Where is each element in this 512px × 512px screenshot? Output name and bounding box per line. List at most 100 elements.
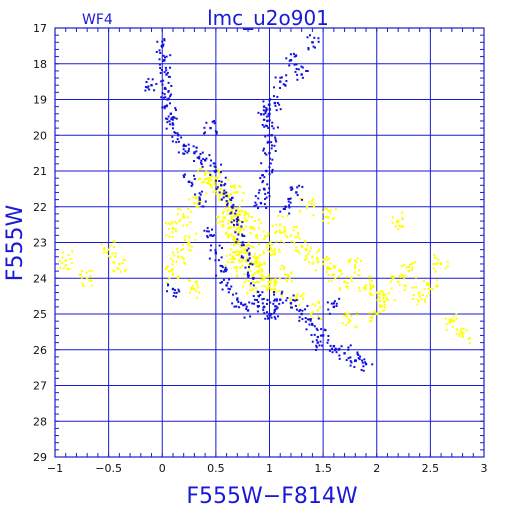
blue-point [262,109,265,112]
yellow-point [330,279,333,282]
yellow-point [446,261,449,264]
yellow-point [398,283,401,286]
yellow-point [282,242,285,245]
yellow-point [236,250,239,253]
blue-point [356,351,359,354]
yellow-point [261,278,264,281]
blue-point [221,288,224,291]
blue-point [279,86,282,89]
blue-point [323,328,326,331]
yellow-point [318,301,321,304]
blue-point [205,121,208,124]
yellow-point [223,194,226,197]
yellow-point [253,272,256,275]
yellow-point [307,261,310,264]
blue-point [203,132,206,135]
yellow-point [311,262,314,265]
yellow-point [369,285,372,288]
yellow-point [390,287,393,290]
yellow-point [275,230,278,233]
blue-point [262,305,266,309]
yellow-point [266,287,269,290]
yellow-point [230,215,233,218]
yellow-point [209,184,212,187]
yellow-point [252,274,255,277]
blue-point [354,359,357,362]
yellow-point [403,277,406,280]
yellow-point [255,257,258,260]
yellow-point [308,250,311,253]
yellow-point [364,288,367,291]
yellow-point [195,232,198,235]
yellow-point [71,250,74,253]
yellow-point [369,275,372,278]
yellow-point [303,258,306,261]
blue-point [168,75,171,78]
yellow-point [264,276,267,279]
yellow-point [174,227,177,230]
yellow-point [383,294,386,297]
blue-point [171,116,174,119]
yellow-point [170,257,173,260]
yellow-point [248,226,251,229]
yellow-point [117,267,120,270]
yellow-point [232,258,235,261]
blue-point [288,64,291,67]
yellow-point [182,248,185,251]
blue-point [371,363,374,366]
blue-point [269,162,272,165]
blue-point [334,347,337,350]
blue-point [264,317,267,320]
yellow-point [428,284,431,287]
yellow-point [192,196,195,199]
blue-point [223,184,226,187]
blue-point [298,310,301,313]
blue-point [319,340,322,343]
blue-point [225,191,228,194]
blue-point [289,186,292,189]
yellow-point [180,248,183,251]
yellow-point [235,266,238,269]
blue-point [222,270,225,273]
yellow-point [273,284,276,287]
yellow-point [326,258,329,261]
yellow-point [358,274,361,277]
blue-point [262,100,265,103]
yellow-point [114,255,117,258]
yellow-point [329,267,332,270]
blue-point [161,92,164,95]
yellow-point [274,282,277,285]
yellow-point [394,225,397,228]
yellow-point [425,283,428,286]
blue-point [262,309,265,312]
blue-point [198,198,201,201]
blue-point [248,257,251,260]
yellow-point [327,274,330,277]
blue-point [175,117,178,120]
yellow-point [239,246,242,249]
yellow-point [238,250,241,253]
blue-point [266,299,269,302]
blue-point [247,266,250,269]
yellow-point [208,172,211,175]
yellow-point [232,185,235,188]
yellow-point [347,312,350,315]
blue-point [269,98,272,101]
blue-point [281,290,284,293]
yellow-point [401,218,404,221]
blue-point [234,231,237,234]
yellow-point [227,236,230,239]
yellow-point [230,201,233,204]
yellow-point [305,207,308,210]
yellow-point [194,238,197,241]
blue-point [295,308,298,311]
blue-point [262,187,266,191]
x-tick-label: 2 [373,462,380,475]
blue-point [182,152,185,155]
yellow-point [255,265,258,268]
blue-point [201,205,204,208]
blue-point [186,151,189,154]
yellow-point [193,287,196,291]
blue-point [163,107,166,110]
blue-point [187,143,190,146]
